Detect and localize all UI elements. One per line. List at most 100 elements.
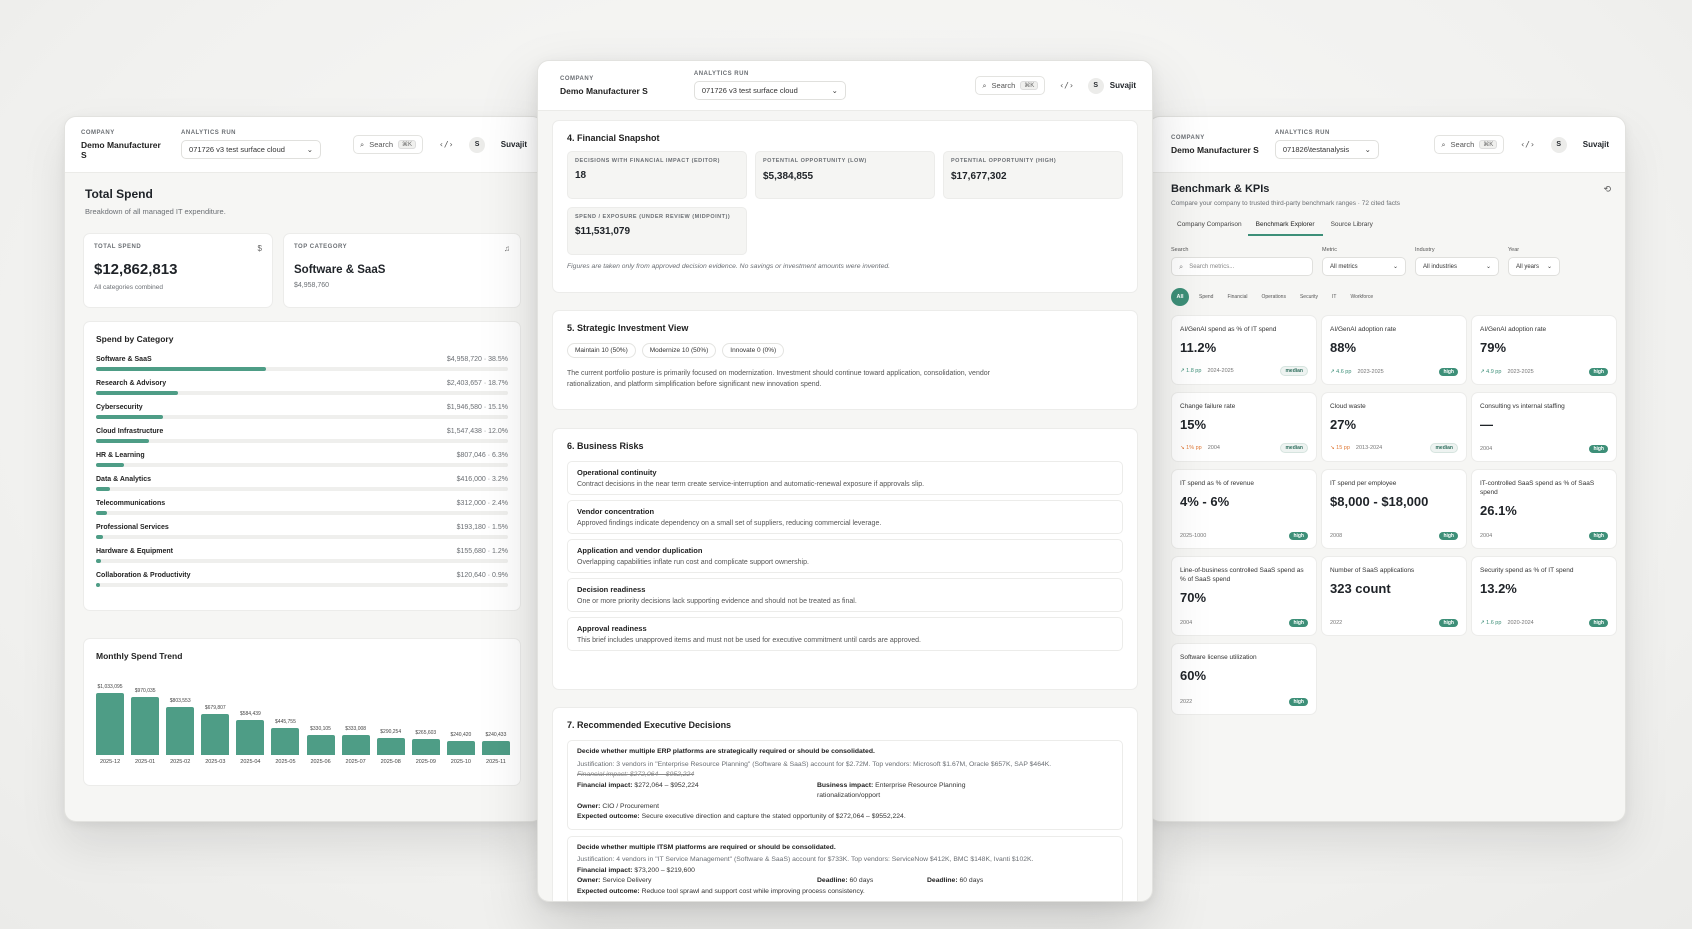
tab-benchmark-explorer[interactable]: Benchmark Explorer [1247,215,1323,236]
run-select[interactable]: 071826\testanalysis ⌄ [1274,140,1379,159]
chip-workforce[interactable]: Workforce [1350,294,1374,300]
company-name[interactable]: Demo Manufacturer S [81,139,161,160]
tab-bar: Company Comparison Benchmark Explorer So… [1171,215,1381,236]
category-value: $193,180 · 1.5% [456,524,508,531]
metric-opportunity-high-label: POTENTIAL OPPORTUNITY (HIGH) [951,158,1057,164]
tab-company-comparison[interactable]: Company Comparison [1177,221,1242,228]
trend-bar[interactable] [201,714,230,755]
strategic-investment-text: The current portfolio posture is primari… [567,370,990,389]
search-button[interactable]: ⌕ Search ⌘K [1434,135,1505,154]
year-select[interactable]: All years ⌄ [1508,257,1560,276]
chip-all[interactable]: All [1171,288,1189,306]
chip-financial[interactable]: Financial [1227,294,1248,300]
category-row[interactable]: Hardware & Equipment $155,680 · 1.2% [96,548,508,563]
kpi-card[interactable]: Cloud waste 27% ↘ 15 pp 2013-2024 median [1321,392,1467,462]
code-icon[interactable]: ‹/› [439,140,454,149]
industry-select[interactable]: All industries ⌄ [1415,257,1499,276]
chip-it[interactable]: IT [1332,294,1337,300]
kpi-card[interactable]: Security spend as % of IT spend 13.2% ↗ 1.… [1471,556,1617,636]
risk-title: Decision readiness [577,585,646,594]
category-row[interactable]: Professional Services $193,180 · 1.5% [96,524,508,539]
kpi-card[interactable]: IT spend as % of revenue 4% - 6% 2025-1000… [1171,469,1317,549]
top-category-value: Software & SaaS [294,264,386,276]
user-name[interactable]: Suvajit [500,140,527,149]
chip-operations[interactable]: Operations [1261,294,1286,300]
kpi-card[interactable]: Line-of-business controlled SaaS spend a… [1171,556,1317,636]
metric-select[interactable]: All metrics ⌄ [1322,257,1406,276]
trend-bar[interactable] [306,735,335,755]
code-icon[interactable]: ‹/› [1059,81,1074,90]
avatar[interactable]: S [469,136,485,153]
avatar[interactable]: S [1087,77,1104,94]
category-row[interactable]: Research & Advisory $2,403,657 · 18.7% [96,380,508,395]
trend-bar[interactable] [96,693,125,755]
kpi-title: Software license utilization [1180,654,1257,661]
kpi-footer: 2022 high [1330,619,1458,627]
tab-source-library[interactable]: Source Library [1330,221,1373,228]
kpi-card[interactable]: IT-controlled SaaS spend as % of SaaS sp… [1471,469,1617,549]
search-button[interactable]: ⌕ Search ⌘K [353,135,424,154]
trend-bar[interactable] [271,728,300,755]
metric-spend-exposure: SPEND / EXPOSURE (UNDER REVIEW (MIDPOINT… [567,207,747,255]
category-row[interactable]: Telecommunications $312,000 · 2.4% [96,500,508,515]
metrics-search-input[interactable]: ⌕ Search metrics... [1171,257,1313,276]
company-name[interactable]: Demo Manufacturer S [1171,144,1259,155]
metric-opportunity-high: POTENTIAL OPPORTUNITY (HIGH) $17,677,302 [943,151,1123,199]
total-spend-value: $12,862,813 [94,261,178,278]
trend-bar[interactable] [446,740,475,755]
kpi-badge: high [1589,619,1608,627]
category-row[interactable]: Software & SaaS $4,958,720 · 38.5% [96,356,508,371]
chip-security[interactable]: Security [1299,294,1319,300]
kpi-years: 2004 [1480,533,1493,539]
run-label: ANALYTICS RUN [1274,130,1330,136]
category-row[interactable]: Cybersecurity $1,946,580 · 15.1% [96,404,508,419]
company-name[interactable]: Demo Manufacturer S [560,85,648,96]
trend-bar[interactable] [236,719,265,755]
recommended-decisions-title: 7. Recommended Executive Decisions [567,720,732,730]
chip-spend[interactable]: Spend [1199,294,1214,300]
kpi-card[interactable]: Software license utilization 60% 2022 high [1171,643,1317,715]
kpi-card[interactable]: Change failure rate 15% ↘ 1% pp 2004 median [1171,392,1317,462]
category-row[interactable]: HR & Learning $807,046 · 6.3% [96,452,508,467]
kpi-badge: high [1289,698,1308,706]
trend-bar[interactable] [376,737,405,755]
kpi-card[interactable]: IT spend per employee $8,000 - $18,000 200… [1321,469,1467,549]
trend-bar[interactable] [131,696,160,755]
top-category-label: TOP CATEGORY [294,244,348,250]
kpi-card[interactable]: AI/GenAI spend as % of IT spend 11.2% ↗ 1.… [1171,315,1317,385]
trend-value-label: $584,439 [239,710,261,717]
user-name[interactable]: Suvajit [1109,81,1136,90]
search-button[interactable]: ⌕ Search ⌘K [975,76,1046,95]
avatar[interactable]: S [1550,136,1567,153]
kpi-value: 26.1% [1480,503,1517,519]
spend-by-category-card: Spend by Category Software & SaaS $4,958,… [83,321,521,611]
risk-description: One or more priority decisions lack supp… [577,598,857,605]
category-row[interactable]: Data & Analytics $416,000 · 3.2% [96,476,508,491]
trend-category-label: 2025-01 [135,759,156,765]
refresh-icon[interactable]: ⟲ [1603,183,1611,194]
category-row[interactable]: Collaboration & Productivity $120,640 · 0… [96,572,508,587]
category-row[interactable]: Cloud Infrastructure $1,547,438 · 12.0% [96,428,508,443]
chevron-down-icon: ⌄ [1485,264,1491,270]
kpi-card[interactable]: AI/GenAI adoption rate 79% ↗ 4.9 pp 2023-20… [1471,315,1617,385]
trend-value-label: $1,033,095 [97,684,123,691]
category-name: Data & Analytics [96,476,151,483]
run-select[interactable]: 071726 v3 test surface cloud ⌄ [693,81,846,100]
category-bar-fill [96,367,266,371]
user-name[interactable]: Suvajit [1582,140,1609,149]
trend-bar[interactable] [411,739,440,755]
decision-itsm-deadline-2: 60 days [959,877,984,885]
kpi-card[interactable]: Consulting vs internal staffing — 2004 high [1471,392,1617,462]
trend-bar[interactable] [166,706,195,755]
trend-bar[interactable] [481,740,510,755]
category-value: $312,000 · 2.4% [456,500,508,507]
kpi-card[interactable]: AI/GenAI adoption rate 88% ↗ 4.6 pp 2023-20… [1321,315,1467,385]
kpi-card[interactable]: Number of SaaS applications 323 count 2022… [1321,556,1467,636]
bi-label: Business impact: [817,781,874,789]
trend-bar[interactable] [341,735,370,755]
kpi-footer: ↘ 1% pp 2004 median [1180,443,1308,453]
run-select[interactable]: 071726 v3 test surface cloud ⌄ [181,140,322,159]
industry-value: All industries [1423,263,1458,270]
code-icon[interactable]: ‹/› [1520,140,1535,149]
kpi-title: AI/GenAI adoption rate [1330,326,1397,333]
